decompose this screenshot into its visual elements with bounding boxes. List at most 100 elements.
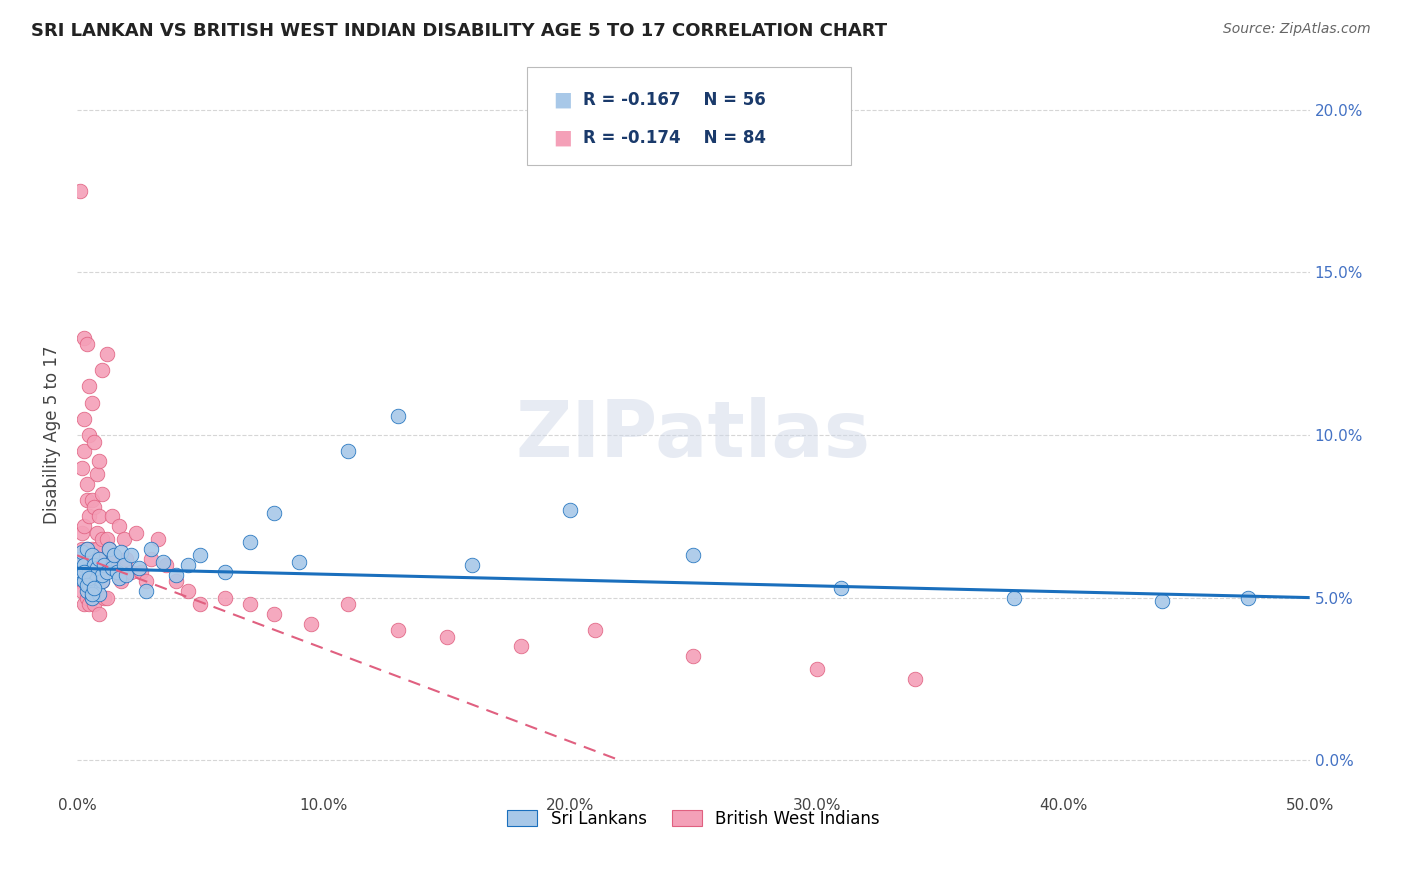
Point xyxy=(263,607,285,621)
Point xyxy=(79,379,101,393)
Point xyxy=(120,549,142,563)
Point xyxy=(112,532,135,546)
Y-axis label: Disability Age 5 to 17: Disability Age 5 to 17 xyxy=(44,346,60,524)
Point xyxy=(73,574,96,589)
Point xyxy=(165,574,187,589)
Point xyxy=(135,574,157,589)
Point xyxy=(139,551,162,566)
Point xyxy=(79,574,101,589)
Point xyxy=(288,555,311,569)
Point xyxy=(70,541,93,556)
Text: R = -0.174    N = 84: R = -0.174 N = 84 xyxy=(583,129,766,147)
Point xyxy=(98,541,121,556)
Point xyxy=(69,551,91,566)
Point xyxy=(125,525,148,540)
Point xyxy=(239,597,262,611)
Point xyxy=(73,597,96,611)
Point xyxy=(79,428,101,442)
Point xyxy=(76,493,98,508)
Point xyxy=(70,565,93,579)
Text: ▪: ▪ xyxy=(553,86,574,114)
Point xyxy=(509,640,531,654)
Point xyxy=(79,597,101,611)
Point xyxy=(76,565,98,579)
Point xyxy=(139,541,162,556)
Point xyxy=(79,577,101,591)
Point xyxy=(73,519,96,533)
Point xyxy=(96,565,118,579)
Point xyxy=(70,525,93,540)
Point xyxy=(583,623,606,637)
Point xyxy=(830,581,852,595)
Point xyxy=(80,587,103,601)
Point xyxy=(83,500,105,514)
Point xyxy=(83,581,105,595)
Point xyxy=(177,584,200,599)
Point xyxy=(83,597,105,611)
Point xyxy=(90,532,112,546)
Point xyxy=(69,184,91,198)
Point xyxy=(436,630,458,644)
Point xyxy=(69,558,91,573)
Point xyxy=(76,476,98,491)
Point xyxy=(70,545,93,559)
Point xyxy=(89,587,111,601)
Point xyxy=(105,565,128,579)
Point xyxy=(299,616,322,631)
Point xyxy=(80,591,103,605)
Point xyxy=(93,591,115,605)
Point xyxy=(103,549,125,563)
Point xyxy=(387,409,409,423)
Point xyxy=(76,584,98,599)
Point xyxy=(89,509,111,524)
Point xyxy=(108,519,131,533)
Point xyxy=(80,549,103,563)
Point xyxy=(90,574,112,589)
Point xyxy=(108,571,131,585)
Point xyxy=(96,591,118,605)
Text: SRI LANKAN VS BRITISH WEST INDIAN DISABILITY AGE 5 TO 17 CORRELATION CHART: SRI LANKAN VS BRITISH WEST INDIAN DISABI… xyxy=(31,22,887,40)
Text: R = -0.167    N = 56: R = -0.167 N = 56 xyxy=(583,91,766,109)
Text: ZIPatlas: ZIPatlas xyxy=(516,397,870,473)
Point xyxy=(90,363,112,377)
Point xyxy=(682,649,704,664)
Point xyxy=(86,574,108,589)
Point xyxy=(69,574,91,589)
Point xyxy=(904,672,927,686)
Point xyxy=(73,565,96,579)
Point xyxy=(93,558,115,573)
Point xyxy=(387,623,409,637)
Point xyxy=(69,571,91,585)
Point xyxy=(80,395,103,409)
Point xyxy=(73,444,96,458)
Point xyxy=(337,444,360,458)
Point xyxy=(188,549,211,563)
Point xyxy=(460,558,482,573)
Point xyxy=(115,567,138,582)
Point xyxy=(214,591,236,605)
Point xyxy=(73,411,96,425)
Point xyxy=(73,574,96,589)
Legend: Sri Lankans, British West Indians: Sri Lankans, British West Indians xyxy=(501,803,886,834)
Point xyxy=(76,591,98,605)
Point xyxy=(89,551,111,566)
Point xyxy=(73,558,96,573)
Point xyxy=(90,567,112,582)
Point xyxy=(80,591,103,605)
Point xyxy=(110,574,132,589)
Point xyxy=(70,460,93,475)
Point xyxy=(90,574,112,589)
Point xyxy=(1150,594,1173,608)
Point xyxy=(70,565,93,579)
Point xyxy=(89,454,111,468)
Point xyxy=(76,541,98,556)
Point xyxy=(110,545,132,559)
Point xyxy=(83,434,105,449)
Point xyxy=(682,549,704,563)
Point xyxy=(79,571,101,585)
Point xyxy=(83,581,105,595)
Text: ▪: ▪ xyxy=(553,124,574,153)
Point xyxy=(120,565,142,579)
Point xyxy=(83,558,105,573)
Point xyxy=(263,506,285,520)
